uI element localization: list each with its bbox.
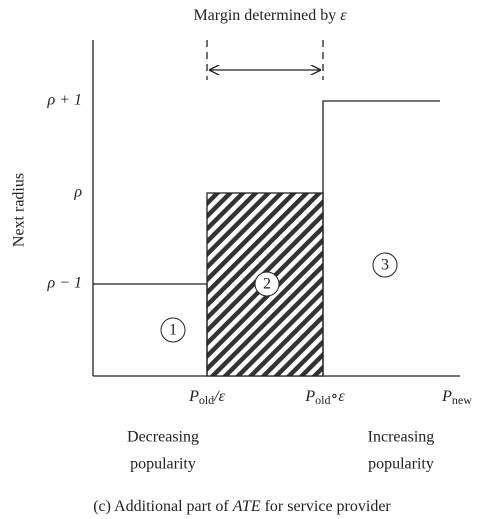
title: Margin determined by ε (193, 7, 347, 24)
x-label: Pold/ε (188, 388, 226, 407)
step-low (93, 283, 208, 376)
y-level: ρ − 1 (47, 275, 82, 292)
step-high (322, 100, 440, 376)
y-level: ρ (73, 184, 82, 201)
x-label: Pold∘ε (304, 388, 345, 407)
region-label: 2 (263, 276, 271, 293)
region-circle (160, 317, 186, 343)
caption: (c) Additional part of ATE for service p… (93, 498, 391, 515)
annotation: Decreasing (127, 429, 199, 446)
annotation: popularity (130, 456, 196, 473)
region-label: 1 (169, 322, 177, 339)
region-label: 3 (381, 257, 389, 274)
region-circle (372, 252, 398, 278)
y-axis-label: Next radius (11, 173, 28, 247)
annotation: Increasing (368, 429, 435, 446)
y-level: ρ + 1 (47, 92, 82, 109)
region-circle (254, 271, 280, 297)
annotation: popularity (368, 456, 434, 473)
x-label: Pnew (441, 388, 472, 407)
